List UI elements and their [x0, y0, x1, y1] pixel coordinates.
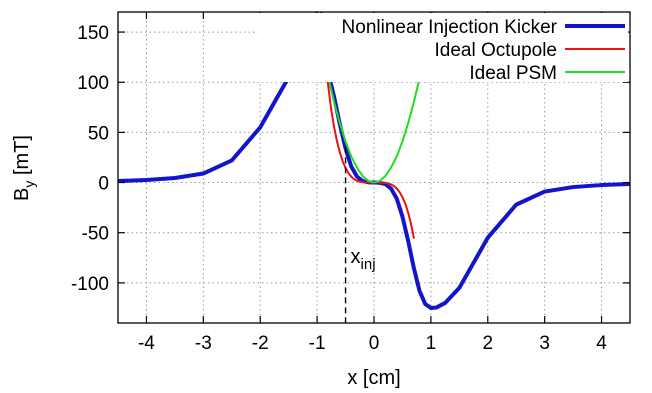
- annotations: xinj: [344, 147, 376, 323]
- y-tick-label: 100: [77, 73, 109, 94]
- y-axis-label-unit: [mT]: [11, 135, 33, 181]
- series-line-1: [320, 12, 415, 239]
- y-tick-label: -50: [82, 224, 109, 245]
- y-tick-label: 0: [98, 174, 109, 195]
- legend-background: [258, 59, 628, 82]
- legend-label-1: Ideal Octupole: [434, 40, 557, 61]
- x-tick-label: -1: [309, 333, 326, 354]
- x-tick-label: 2: [482, 333, 493, 354]
- legend-background: [258, 36, 628, 59]
- x-axis-label: x [cm]: [347, 367, 400, 389]
- y-tick-label: 150: [77, 23, 109, 44]
- x-tick-label: -4: [138, 333, 155, 354]
- x-tick-label: 0: [369, 333, 380, 354]
- series-line-2: [314, 12, 434, 184]
- series-lines: [118, 12, 630, 310]
- x-tick-label: 3: [539, 333, 550, 354]
- x-inj-label-sub: inj: [361, 256, 376, 273]
- x-tick-label: 4: [596, 333, 607, 354]
- legend-label-0: Nonlinear Injection Kicker: [342, 17, 558, 38]
- y-tick-label: 50: [88, 123, 109, 144]
- x-tick-label: -3: [195, 333, 212, 354]
- x-inj-label: xinj: [351, 246, 376, 273]
- legend-label-2: Ideal PSM: [469, 63, 557, 84]
- x-tick-label: 1: [426, 333, 437, 354]
- y-axis-label-main: B: [11, 188, 33, 201]
- y-tick-label: -100: [71, 274, 109, 295]
- y-axis-label-sub: y: [21, 181, 37, 188]
- legend-background: [258, 13, 628, 36]
- y-axis-label: By [mT]: [11, 135, 37, 201]
- x-inj-label-main: x: [351, 246, 361, 268]
- x-tick-label: -2: [252, 333, 269, 354]
